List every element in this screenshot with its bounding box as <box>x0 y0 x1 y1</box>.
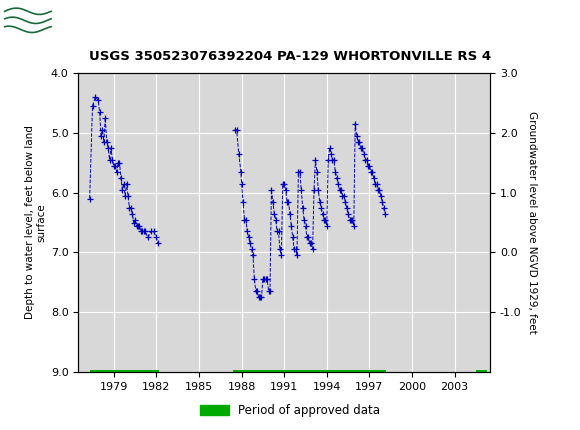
Bar <box>90 370 160 378</box>
Legend: Period of approved data: Period of approved data <box>195 399 385 422</box>
Text: USGS: USGS <box>61 14 116 31</box>
Bar <box>233 370 386 378</box>
Bar <box>476 370 487 378</box>
Y-axis label: Groundwater level above NGVD 1929, feet: Groundwater level above NGVD 1929, feet <box>527 111 537 334</box>
Bar <box>3 3 55 42</box>
Text: USGS 350523076392204 PA-129 WHORTONVILLE RS 4: USGS 350523076392204 PA-129 WHORTONVILLE… <box>89 50 491 63</box>
Y-axis label: Depth to water level, feet below land
surface: Depth to water level, feet below land su… <box>25 126 46 319</box>
